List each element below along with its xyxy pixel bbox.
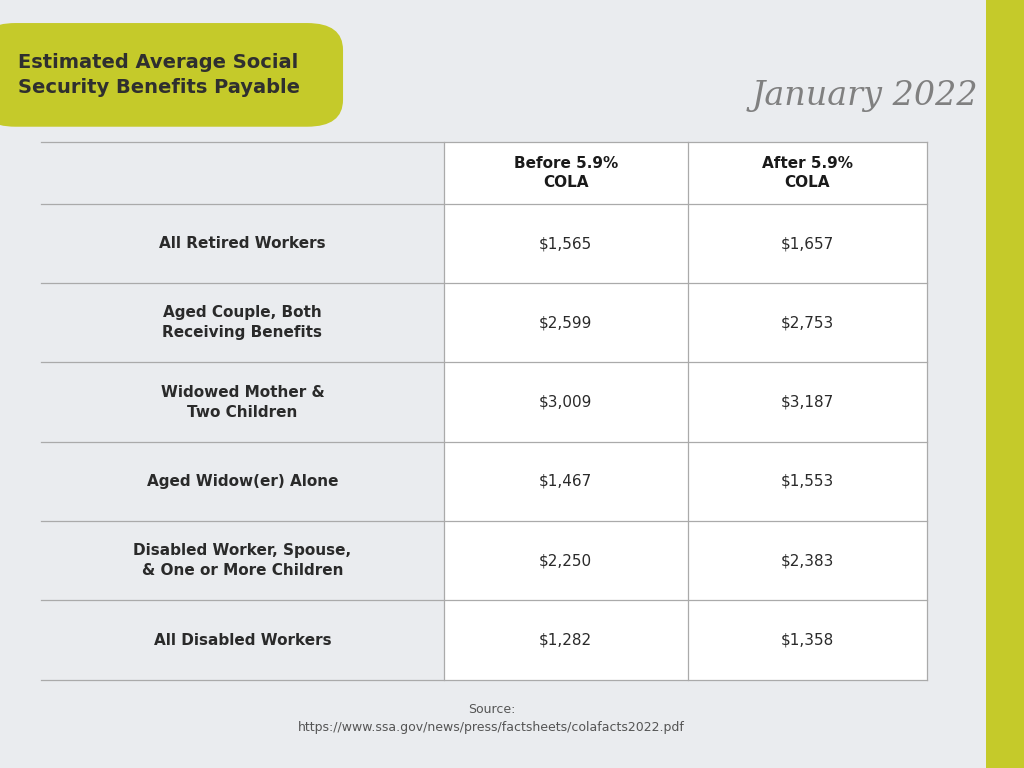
Text: $2,599: $2,599 [539,316,593,330]
Text: Aged Widow(er) Alone: Aged Widow(er) Alone [146,474,338,489]
Text: Disabled Worker, Spouse,
& One or More Children: Disabled Worker, Spouse, & One or More C… [133,543,351,578]
Text: All Disabled Workers: All Disabled Workers [154,633,332,647]
Text: $2,250: $2,250 [540,553,592,568]
Text: $2,383: $2,383 [780,553,834,568]
Text: Aged Couple, Both
Receiving Benefits: Aged Couple, Both Receiving Benefits [163,306,323,340]
Text: $2,753: $2,753 [780,316,834,330]
Text: January 2022: January 2022 [752,80,978,112]
Text: After 5.9%
COLA: After 5.9% COLA [762,156,853,190]
Text: $3,009: $3,009 [539,395,593,409]
Text: Before 5.9%
COLA: Before 5.9% COLA [514,156,617,190]
Text: Widowed Mother &
Two Children: Widowed Mother & Two Children [161,385,325,419]
Text: $1,553: $1,553 [780,474,834,489]
Text: Estimated Average Social
Security Benefits Payable: Estimated Average Social Security Benefi… [18,53,300,97]
Text: All Retired Workers: All Retired Workers [159,236,326,251]
Text: $1,358: $1,358 [780,633,834,647]
Text: $1,467: $1,467 [540,474,593,489]
Text: $1,565: $1,565 [540,236,593,251]
Text: $1,282: $1,282 [540,633,592,647]
Text: $3,187: $3,187 [780,395,834,409]
Text: Source:
https://www.ssa.gov/news/press/factsheets/colafacts2022.pdf: Source: https://www.ssa.gov/news/press/f… [298,703,685,733]
Text: $1,657: $1,657 [780,236,834,251]
